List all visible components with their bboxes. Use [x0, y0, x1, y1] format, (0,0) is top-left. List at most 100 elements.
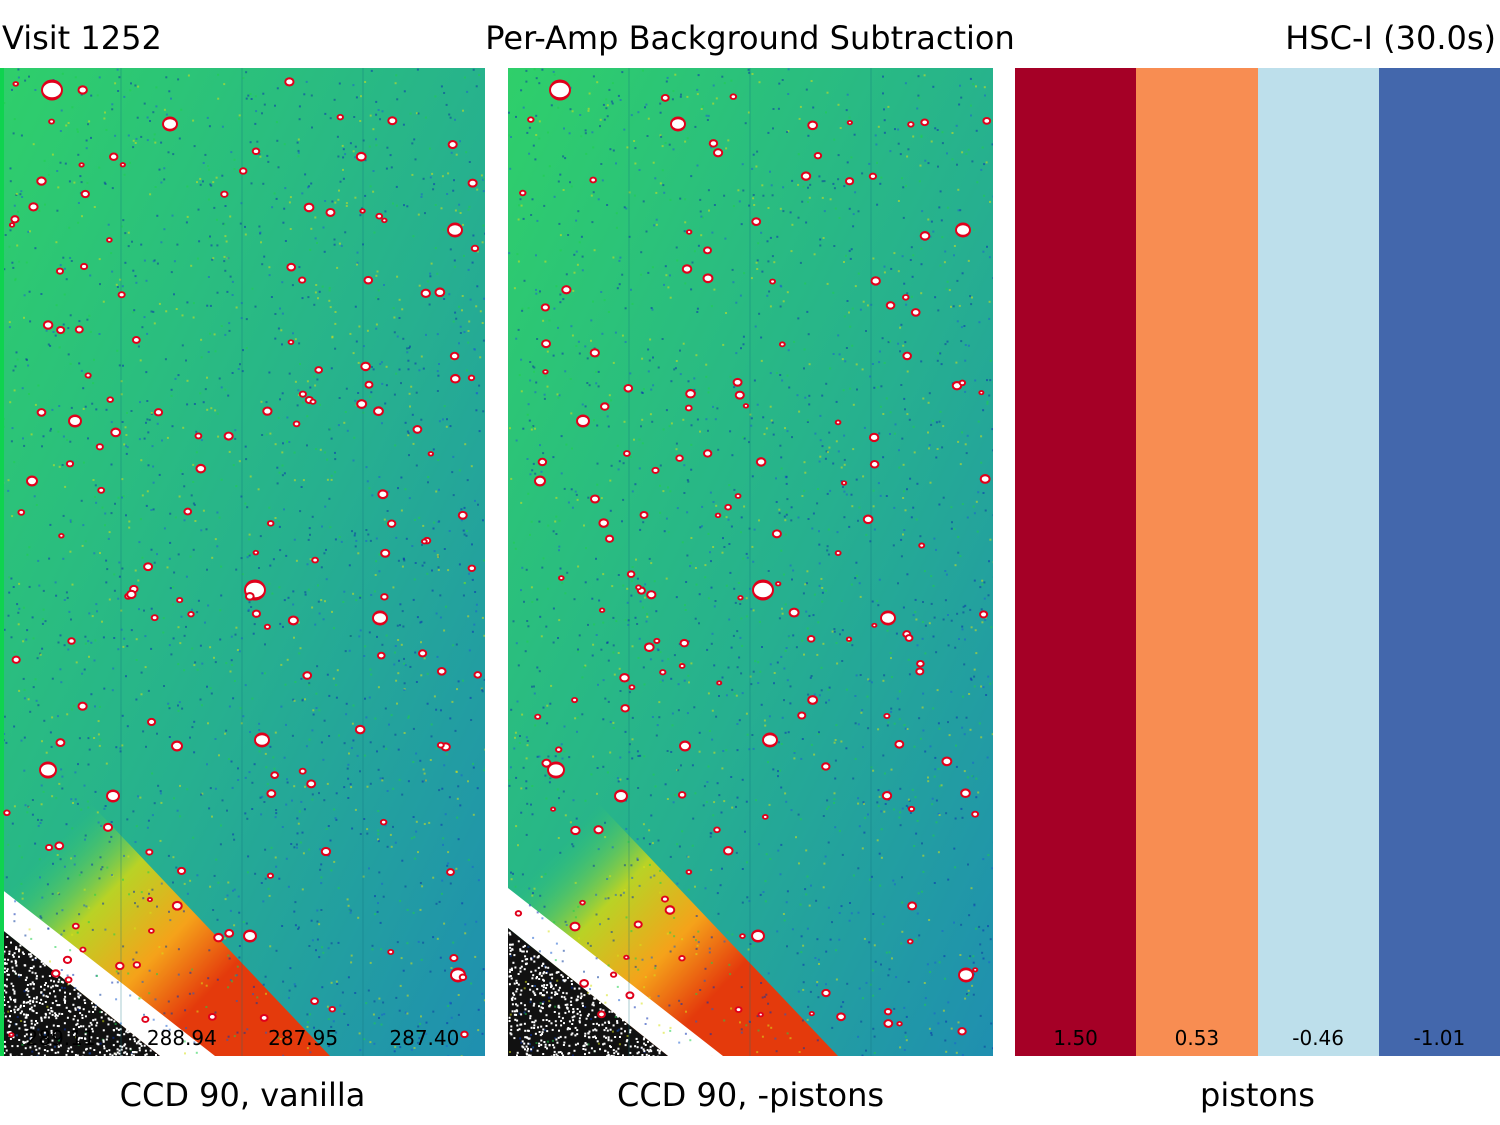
star-core: [226, 931, 233, 936]
star-core: [300, 278, 305, 282]
piston-value-1: 1.50: [1053, 1026, 1098, 1050]
star-core: [714, 150, 722, 156]
star-core: [389, 118, 396, 124]
star-core: [726, 505, 730, 509]
star-core: [809, 122, 816, 128]
piston-value-4: -1.01: [1413, 1026, 1466, 1050]
piston-bar-amp-1: [1015, 68, 1137, 1056]
star-core: [883, 793, 891, 799]
star-core: [377, 214, 382, 218]
amp-labels-vanilla: 289.11 288.94 287.95 287.40: [0, 1026, 485, 1050]
star-core: [475, 673, 481, 677]
star-core: [375, 408, 382, 414]
star-core: [736, 392, 743, 398]
star-core: [539, 459, 546, 465]
star-core: [591, 178, 595, 182]
star-core: [253, 149, 259, 154]
star-core: [622, 706, 628, 711]
star-core: [771, 280, 775, 283]
star-core: [521, 191, 525, 195]
star-core: [838, 1014, 844, 1020]
ccd-image-minus-pistons-svg: [508, 68, 993, 1056]
star-core: [981, 612, 987, 617]
star-core: [119, 293, 124, 297]
amp-label-1: 289.11: [25, 1026, 96, 1050]
star-core: [57, 740, 64, 745]
amp-label-4: 287.40: [389, 1026, 460, 1050]
star-core: [918, 661, 923, 666]
star-core: [288, 264, 295, 270]
star-core: [710, 141, 717, 146]
star-core: [312, 999, 317, 1004]
star-core: [687, 391, 694, 397]
star-core: [272, 773, 278, 777]
star-core: [422, 540, 426, 543]
star-core: [43, 82, 61, 98]
star-core: [361, 209, 364, 212]
star-core: [757, 459, 765, 465]
star-core: [974, 968, 977, 971]
star-core: [164, 119, 176, 129]
pistons-panel: 1.50 0.53 -0.46 -1.01: [1015, 68, 1500, 1056]
star-core: [887, 303, 894, 308]
star-core: [666, 907, 674, 913]
star-core: [67, 462, 73, 466]
star-core: [420, 651, 426, 656]
star-core: [178, 598, 182, 602]
star-core: [808, 637, 814, 641]
star-core: [922, 120, 928, 125]
star-core: [637, 586, 640, 589]
star-core: [110, 154, 117, 159]
ccd-image-vanilla: 289.11 288.94 287.95 287.40: [0, 68, 485, 1056]
star-core: [173, 742, 181, 750]
star-core: [268, 791, 275, 796]
star-core: [734, 379, 741, 385]
star-core: [962, 790, 969, 796]
pixel-noise: [508, 68, 993, 1056]
star-core: [5, 811, 9, 815]
star-core: [86, 374, 90, 377]
amp-label-3: 287.95: [268, 1026, 339, 1050]
star-core: [653, 468, 658, 473]
star-core: [451, 956, 457, 961]
star-core: [739, 596, 742, 599]
star-core: [76, 327, 82, 332]
star-core: [556, 748, 561, 751]
star-core: [414, 427, 421, 432]
star-core: [448, 870, 453, 875]
star-core: [313, 558, 317, 562]
star-core: [648, 592, 655, 598]
star-core: [383, 219, 386, 222]
star-core: [630, 686, 634, 689]
star-core: [300, 769, 305, 773]
star-core: [753, 932, 763, 940]
amp-label-2: 288.94: [146, 1026, 217, 1050]
star-core: [686, 406, 691, 410]
star-core: [645, 644, 653, 650]
star-core: [316, 368, 322, 372]
star-core: [462, 1032, 467, 1037]
star-core: [906, 636, 912, 640]
star-core: [362, 363, 369, 370]
star-core: [81, 264, 87, 269]
star-core: [815, 153, 821, 158]
star-core: [121, 163, 124, 166]
star-core: [469, 566, 475, 571]
star-core: [715, 828, 719, 832]
star-core: [536, 477, 544, 485]
star-core: [683, 266, 691, 272]
caption-vanilla: CCD 90, vanilla: [119, 1076, 366, 1114]
saturated-streak: [0, 888, 215, 1056]
star-core: [780, 343, 784, 346]
star-core: [595, 827, 602, 833]
star-core: [143, 1017, 148, 1022]
star-core: [366, 382, 372, 387]
ccd-image-vanilla-svg: [0, 68, 485, 1056]
star-core: [641, 513, 647, 517]
star-core: [882, 613, 894, 623]
star-core: [69, 639, 74, 643]
star-core: [872, 278, 879, 284]
star-core: [621, 675, 628, 681]
star-core: [823, 990, 829, 996]
star-core: [885, 1021, 892, 1026]
